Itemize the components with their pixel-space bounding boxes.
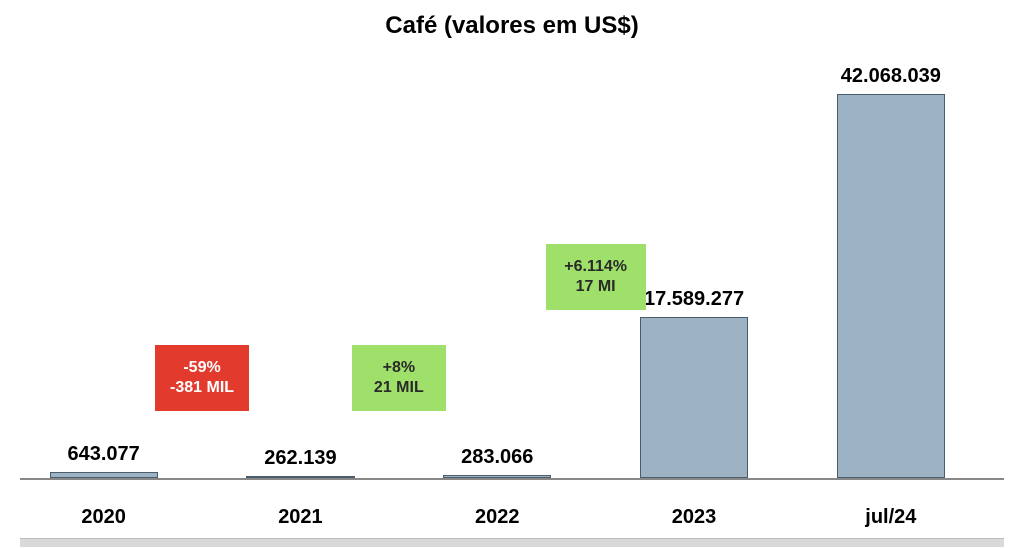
chart-container: Café (valores em US$) 643.077262.139283.… bbox=[0, 0, 1024, 548]
chart-bar: 262.139 bbox=[246, 476, 354, 478]
chart-delta-annotation: +8%21 MIL bbox=[352, 345, 446, 411]
chart-delta-annotation: -59%-381 MIL bbox=[155, 345, 249, 411]
chart-x-label: 2023 bbox=[672, 506, 717, 529]
chart-delta-line1: +8% bbox=[383, 358, 415, 378]
chart-bar-rect bbox=[837, 94, 945, 478]
chart-plot-area: 643.077262.139283.06617.589.27742.068.03… bbox=[20, 60, 1004, 480]
chart-x-label: 2021 bbox=[278, 506, 323, 529]
chart-bar: 17.589.277 bbox=[640, 317, 748, 478]
chart-delta-line2: -381 MIL bbox=[170, 378, 234, 398]
chart-x-label: 2020 bbox=[81, 506, 126, 529]
chart-delta-line1: +6.114% bbox=[564, 257, 627, 277]
chart-x-axis: 2020 2021 2022 2023 jul/24 bbox=[20, 492, 1004, 548]
chart-bar-rect bbox=[640, 317, 748, 478]
chart-value-label: 262.139 bbox=[192, 447, 408, 470]
chart-bar-rect bbox=[443, 475, 551, 478]
chart-bar-rect bbox=[246, 476, 354, 478]
chart-bar: 643.077 bbox=[50, 472, 158, 478]
chart-delta-line1: -59% bbox=[183, 358, 220, 378]
chart-title: Café (valores em US$) bbox=[20, 0, 1004, 40]
chart-x-label: jul/24 bbox=[865, 506, 916, 529]
chart-delta-line2: 17 MI bbox=[576, 277, 616, 297]
chart-bar-rect bbox=[50, 472, 158, 478]
chart-bar: 42.068.039 bbox=[837, 94, 945, 478]
chart-value-label: 283.066 bbox=[389, 446, 605, 469]
chart-value-label: 643.077 bbox=[0, 443, 212, 466]
chart-bar: 283.066 bbox=[443, 475, 551, 478]
chart-x-label: 2022 bbox=[475, 506, 520, 529]
chart-delta-line2: 21 MIL bbox=[374, 378, 424, 398]
chart-delta-annotation: +6.114%17 MI bbox=[546, 244, 646, 310]
chart-value-label: 42.068.039 bbox=[783, 65, 999, 88]
